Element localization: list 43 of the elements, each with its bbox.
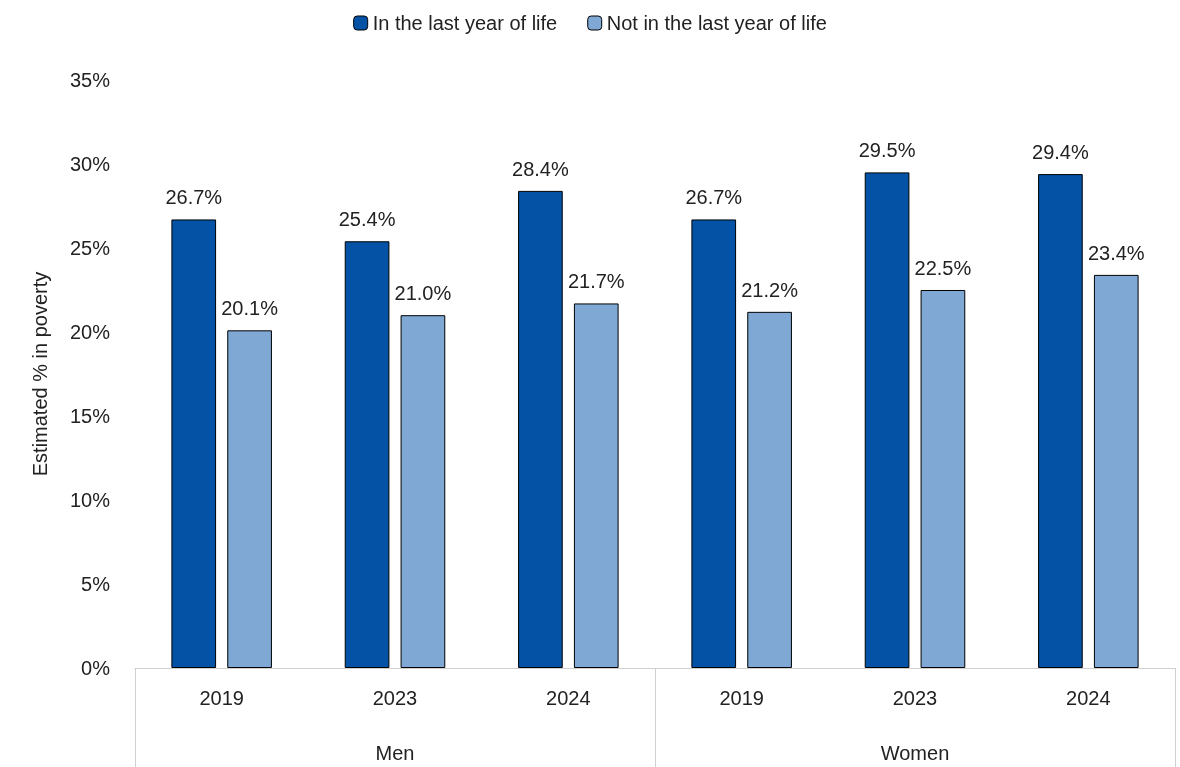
bar: [171, 219, 217, 668]
bar: [920, 290, 966, 668]
y-axis-title: Estimated % in poverty: [29, 271, 51, 477]
y-tick-label: 35%: [69, 69, 111, 91]
data-label: 22.5%: [914, 257, 972, 279]
bar: [1038, 174, 1083, 668]
y-tick-label: 25%: [69, 237, 111, 259]
data-label: 26.7%: [685, 186, 743, 209]
data-label: 21.2%: [741, 278, 799, 301]
data-label: 25.4%: [338, 208, 396, 231]
x-tick-label: 2024: [546, 687, 591, 709]
bar: [864, 172, 910, 668]
data-label: 28.4%: [512, 157, 569, 180]
x-tick-label: 2019: [719, 687, 764, 709]
data-label: 29.4%: [1032, 141, 1089, 164]
data-label: 21.0%: [394, 282, 452, 305]
legend-label: In the last year of life: [372, 12, 558, 34]
bar: [400, 315, 446, 668]
bar: [227, 330, 272, 668]
text: Men: [375, 742, 415, 764]
bar: [518, 190, 563, 668]
bar: [573, 303, 619, 668]
bar: [747, 311, 792, 668]
data-label: 21.7%: [567, 270, 625, 293]
bar: [344, 241, 390, 668]
legend-label: Not in the last year of life: [606, 12, 827, 34]
data-label: 20.1%: [221, 297, 279, 320]
x-tick-label: 2023: [372, 687, 418, 709]
y-tick-label: 0%: [81, 657, 111, 679]
y-tick-label: 10%: [69, 489, 111, 511]
y-tick-label: 20%: [69, 321, 111, 343]
y-tick-label: 5%: [81, 573, 111, 595]
data-label: 23.4%: [1087, 241, 1145, 264]
data-label: 29.5%: [858, 139, 916, 162]
text: Women: [880, 742, 950, 764]
bar: [691, 219, 737, 668]
y-tick-label: 30%: [69, 153, 111, 175]
x-tick-label: 2023: [892, 687, 938, 709]
x-tick-label: 2019: [199, 687, 244, 709]
x-tick-label: 2024: [1066, 687, 1111, 709]
bar: [1093, 274, 1139, 668]
y-tick-label: 15%: [69, 405, 111, 427]
data-label: 26.7%: [165, 186, 223, 209]
